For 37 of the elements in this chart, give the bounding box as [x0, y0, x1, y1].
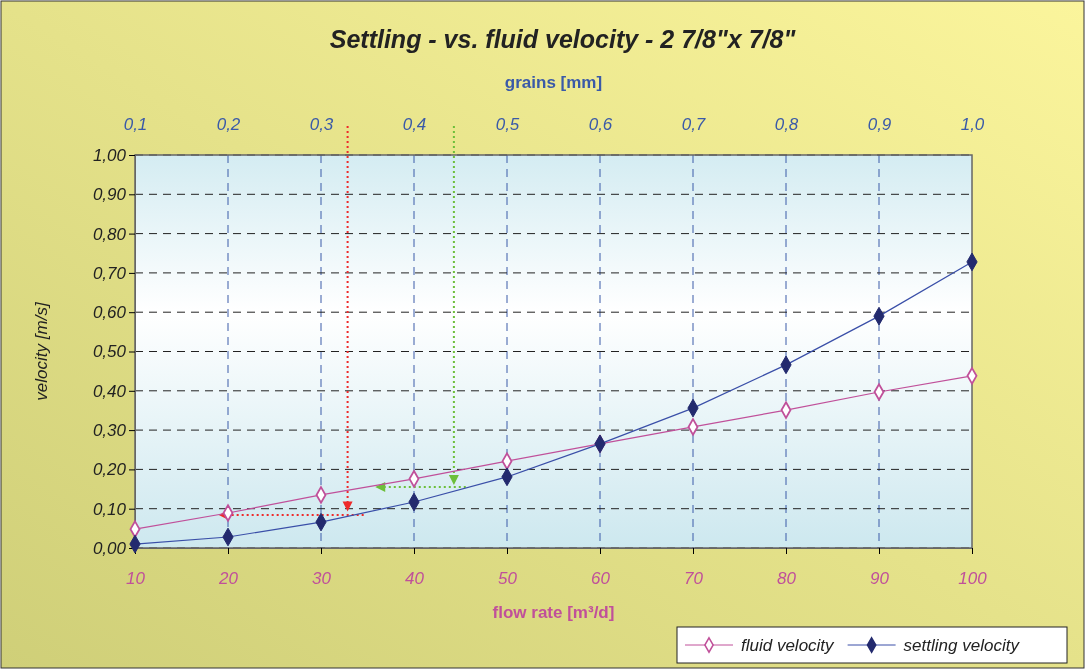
x2-tick-label: 0,7 [681, 115, 706, 134]
y-axis-title: velocity [m/s] [32, 301, 51, 401]
y-tick-label: 0,50 [92, 342, 127, 362]
x2-tick-label: 1,0 [960, 115, 985, 134]
x2-axis-title: grains [mm] [504, 73, 603, 92]
x2-tick-label: 0,3 [309, 115, 334, 134]
y-tick-label: 0,30 [92, 421, 127, 441]
y-tick-label: 0,70 [92, 263, 127, 283]
y-tick-label: 0,90 [92, 185, 127, 205]
x-tick-label: 10 [126, 569, 146, 589]
y-tick-label: 0,20 [92, 460, 127, 480]
x-axis-title: flow rate [m³/d] [492, 603, 615, 622]
legend-label: settling velocity [903, 636, 1021, 655]
y-tick-label: 0,00 [92, 538, 127, 558]
x-tick-label: 100 [958, 569, 988, 589]
x2-tick-label: 0,6 [588, 115, 613, 134]
x2-tick-label: 0,1 [123, 115, 148, 134]
x2-tick-label: 0,9 [867, 115, 892, 134]
legend-label: fluid velocity [741, 636, 836, 655]
x-tick-label: 70 [684, 569, 704, 589]
chart-title: Settling - vs. fluid velocity - 2 7/8"x 7/8" [329, 25, 797, 53]
y-tick-label: 0,10 [92, 499, 127, 519]
y-tick-label: 0,80 [92, 224, 127, 244]
x-tick-label: 60 [591, 569, 611, 589]
y-tick-label: 0,60 [92, 303, 127, 323]
x2-tick-label: 0,2 [216, 115, 241, 134]
x2-tick-label: 0,4 [402, 115, 427, 134]
y-tick-label: 0,40 [92, 381, 127, 401]
x-tick-label: 80 [777, 569, 797, 589]
x-tick-label: 90 [870, 569, 890, 589]
x-tick-label: 20 [218, 569, 239, 589]
x-tick-label: 50 [498, 569, 518, 589]
x-tick-label: 40 [405, 569, 425, 589]
x-tick-label: 30 [312, 569, 332, 589]
y-tick-label: 1,00 [92, 145, 127, 165]
x2-tick-label: 0,5 [495, 115, 520, 134]
x2-tick-label: 0,8 [774, 115, 799, 134]
